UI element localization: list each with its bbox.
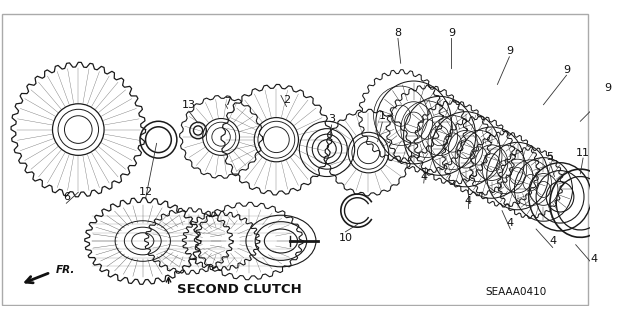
Text: 3: 3 [328, 114, 335, 123]
Text: 13: 13 [182, 100, 196, 110]
Text: 9: 9 [506, 46, 513, 56]
Text: FR.: FR. [56, 264, 76, 275]
Text: 8: 8 [394, 28, 401, 38]
Text: 7: 7 [224, 97, 231, 107]
Text: 11: 11 [576, 148, 590, 158]
Text: 9: 9 [563, 65, 570, 75]
Text: 12: 12 [138, 187, 152, 197]
Text: 4: 4 [507, 218, 514, 227]
Text: 6: 6 [63, 192, 70, 202]
Text: 10: 10 [339, 233, 353, 243]
Text: 9: 9 [448, 28, 455, 38]
Text: 1: 1 [379, 111, 386, 121]
Text: SEAAA0410: SEAAA0410 [485, 287, 547, 297]
Text: 9: 9 [604, 83, 611, 93]
Text: 4: 4 [549, 236, 556, 246]
Text: SECOND CLUTCH: SECOND CLUTCH [177, 283, 301, 296]
Text: 4: 4 [465, 197, 472, 206]
Text: 4: 4 [591, 255, 598, 264]
Text: 2: 2 [283, 95, 290, 105]
Text: 4: 4 [420, 172, 428, 182]
Text: 5: 5 [547, 152, 554, 162]
